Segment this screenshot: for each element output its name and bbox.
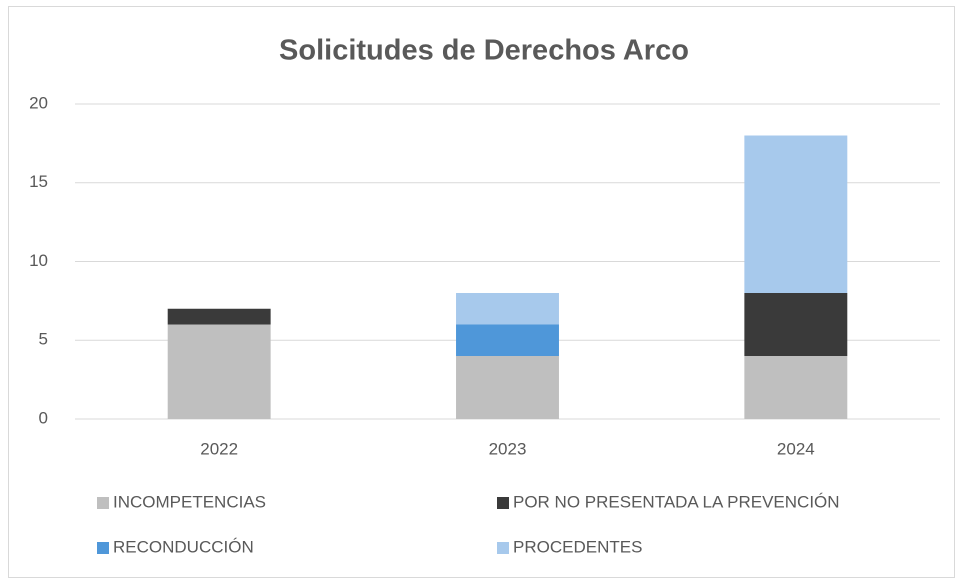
x-tick-label: 2024 — [777, 439, 815, 458]
legend-swatch — [497, 542, 509, 554]
legend-label: PROCEDENTES — [513, 537, 642, 556]
legend-swatch — [97, 497, 109, 509]
legend-label: RECONDUCCIÓN — [113, 537, 254, 556]
bar-segment — [744, 356, 848, 419]
legend-label: INCOMPETENCIAS — [113, 492, 266, 511]
legend-swatch — [497, 497, 509, 509]
bar-segment — [456, 324, 559, 356]
bar-segment — [744, 293, 848, 356]
x-tick-label: 2022 — [200, 439, 238, 458]
y-tick-label: 20 — [29, 93, 48, 112]
y-tick-label: 10 — [29, 251, 48, 270]
bar-segment — [456, 293, 559, 325]
x-tick-label: 2023 — [489, 439, 527, 458]
bar-segment — [167, 308, 271, 325]
bar-segment — [456, 356, 559, 419]
y-tick-label: 5 — [39, 330, 48, 349]
legend-label: POR NO PRESENTADA LA PREVENCIÓN — [513, 492, 840, 511]
y-tick-label: 0 — [39, 408, 48, 427]
legend-swatch — [97, 542, 109, 554]
bar-segment — [744, 135, 848, 293]
y-tick-label: 15 — [29, 172, 48, 191]
bar-segment — [167, 324, 271, 419]
chart-title: Solicitudes de Derechos Arco — [279, 35, 689, 67]
